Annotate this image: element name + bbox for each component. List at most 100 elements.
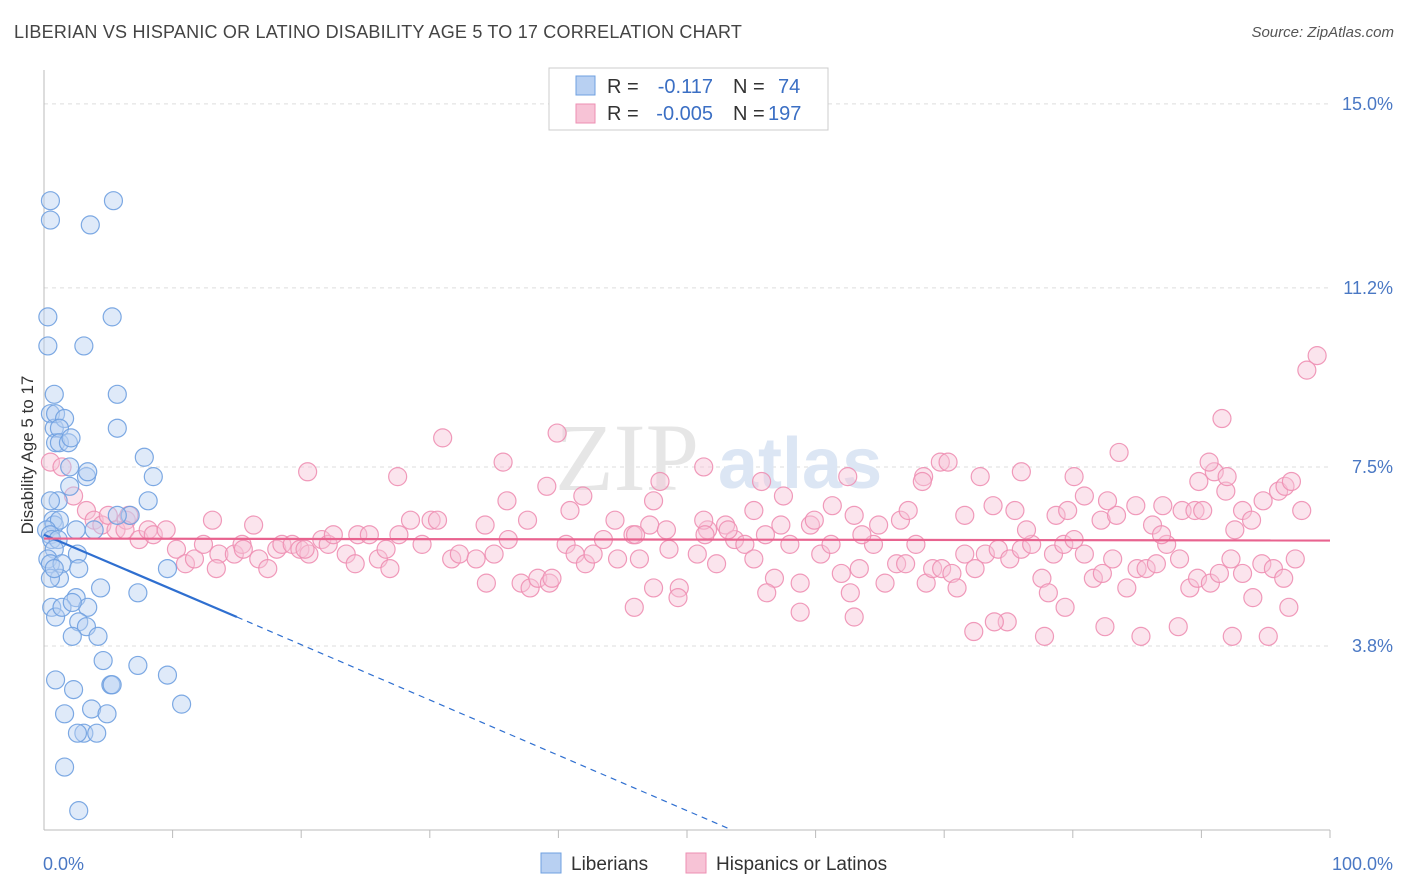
liberian-point-25 xyxy=(60,476,80,496)
hispanic-point-218 xyxy=(1055,597,1075,617)
hispanic-point-151 xyxy=(844,505,864,525)
liberian-point-76 xyxy=(45,670,66,690)
hispanic-point-17 xyxy=(184,549,205,569)
hispanic-point-98 xyxy=(942,563,962,584)
hispanic-point-125 xyxy=(1209,563,1230,584)
hispanic-point-175 xyxy=(1204,462,1224,482)
hispanic-point-147 xyxy=(751,471,772,492)
hispanic-point-86 xyxy=(821,534,841,554)
hispanic-point-108 xyxy=(1038,583,1058,603)
hispanic-point-21 xyxy=(206,558,226,579)
liberian-point-39 xyxy=(66,520,86,540)
hispanic-point-142 xyxy=(656,520,677,540)
hispanic-point-56 xyxy=(520,578,540,598)
hispanic-point-184 xyxy=(1307,346,1327,366)
hispanic-point-33 xyxy=(295,539,315,559)
hispanic-point-116 xyxy=(1117,578,1137,598)
liberian-point-74 xyxy=(54,757,75,777)
hispanic-point-143 xyxy=(694,510,714,530)
hispanic-point-217 xyxy=(984,612,1004,632)
hispanic-point-71 xyxy=(669,578,689,598)
hispanic-point-127 xyxy=(1232,563,1253,584)
legend-box: R = -0.117 N = 74 R = -0.005 N = 197 xyxy=(548,67,829,131)
hispanic-point-40 xyxy=(359,525,379,545)
liberian-point-0 xyxy=(40,191,61,211)
liberian-point-7 xyxy=(45,404,66,424)
liberian-trend-line xyxy=(43,533,238,619)
hispanic-point-220 xyxy=(668,588,688,608)
hispanic-point-195 xyxy=(1095,617,1115,637)
hispanic-point-87 xyxy=(831,563,851,584)
hispanic-point-150 xyxy=(822,496,842,516)
liberian-point-77 xyxy=(63,680,84,700)
liberian-point-43 xyxy=(107,505,127,525)
hispanic-point-141 xyxy=(643,491,664,511)
y-tick-label-3: 15.0% xyxy=(1342,94,1393,114)
hispanic-point-190 xyxy=(1216,481,1236,501)
legend-swatch-hispanics xyxy=(575,103,596,124)
liberian-point-13 xyxy=(61,428,81,448)
hispanic-point-192 xyxy=(964,621,984,642)
hispanic-point-121 xyxy=(1169,549,1190,569)
hispanic-point-15 xyxy=(166,539,187,559)
hispanic-point-51 xyxy=(466,549,486,569)
hispanic-point-189 xyxy=(1199,452,1219,472)
liberian-point-3 xyxy=(38,336,58,356)
hispanic-point-45 xyxy=(400,510,421,530)
hispanic-point-136 xyxy=(537,476,557,496)
hispanic-point-157 xyxy=(930,452,950,472)
trend-lines xyxy=(43,533,1331,831)
liberian-point-22 xyxy=(60,457,80,477)
hispanic-point-70 xyxy=(659,539,679,559)
hispanic-point-79 xyxy=(755,525,776,545)
hispanic-point-119 xyxy=(1146,554,1166,574)
hispanic-point-198 xyxy=(1222,626,1242,646)
hispanic-point-197 xyxy=(1168,617,1188,637)
liberian-point-1 xyxy=(40,210,61,230)
hispanic-point-123 xyxy=(1187,568,1208,588)
legend-r-label-2: R = xyxy=(607,103,639,125)
hispanic-point-207 xyxy=(694,457,714,477)
y-axis-label: Disability Age 5 to 17 xyxy=(18,376,37,535)
hispanic-point-179 xyxy=(1253,491,1273,511)
hispanic-point-1 xyxy=(52,457,72,477)
liberian-point-18 xyxy=(107,384,127,404)
watermark-atlas: atlas xyxy=(718,424,882,504)
liberian-point-26 xyxy=(48,491,68,511)
hispanic-point-122 xyxy=(1180,578,1200,598)
liberian-point-73 xyxy=(69,801,89,821)
hispanic-point-211 xyxy=(1064,467,1084,487)
hispanic-point-72 xyxy=(687,544,707,564)
hispanic-point-199 xyxy=(1258,626,1278,646)
bottom-legend-swatch-hispanics xyxy=(685,852,707,874)
hispanic-point-210 xyxy=(1011,462,1031,482)
liberian-point-24 xyxy=(78,462,98,482)
hispanic-point-129 xyxy=(1252,554,1272,574)
hispanic-point-53 xyxy=(484,544,504,564)
hispanic-point-83 xyxy=(790,573,810,593)
hispanic-point-174 xyxy=(1193,500,1213,521)
hispanic-point-115 xyxy=(1103,549,1123,569)
hispanic-point-100 xyxy=(955,544,975,564)
hispanic-point-208 xyxy=(838,467,858,487)
liberian-point-20 xyxy=(134,447,154,467)
hispanic-point-168 xyxy=(1106,505,1127,525)
hispanic-point-160 xyxy=(970,467,990,487)
liberian-point-57 xyxy=(62,592,82,613)
legend-n-label-2: N = xyxy=(733,103,765,125)
liberian-point-61 xyxy=(88,626,108,646)
hispanic-point-126 xyxy=(1221,549,1241,569)
liberian-point-16 xyxy=(102,307,122,327)
hispanic-point-191 xyxy=(1217,467,1237,487)
hispanic-point-27 xyxy=(258,558,278,579)
hispanic-point-137 xyxy=(560,500,580,521)
hispanic-point-152 xyxy=(852,525,872,545)
hispanic-point-133 xyxy=(475,515,495,535)
bottom-legend-swatch-liberians xyxy=(540,852,562,874)
hispanic-point-163 xyxy=(1016,520,1037,540)
hispanic-point-69 xyxy=(643,578,664,598)
y-tick-label-0: 3.8% xyxy=(1352,636,1393,656)
liberian-point-4 xyxy=(44,384,64,404)
liberian-point-62 xyxy=(93,650,113,671)
hispanic-point-194 xyxy=(1034,626,1055,646)
